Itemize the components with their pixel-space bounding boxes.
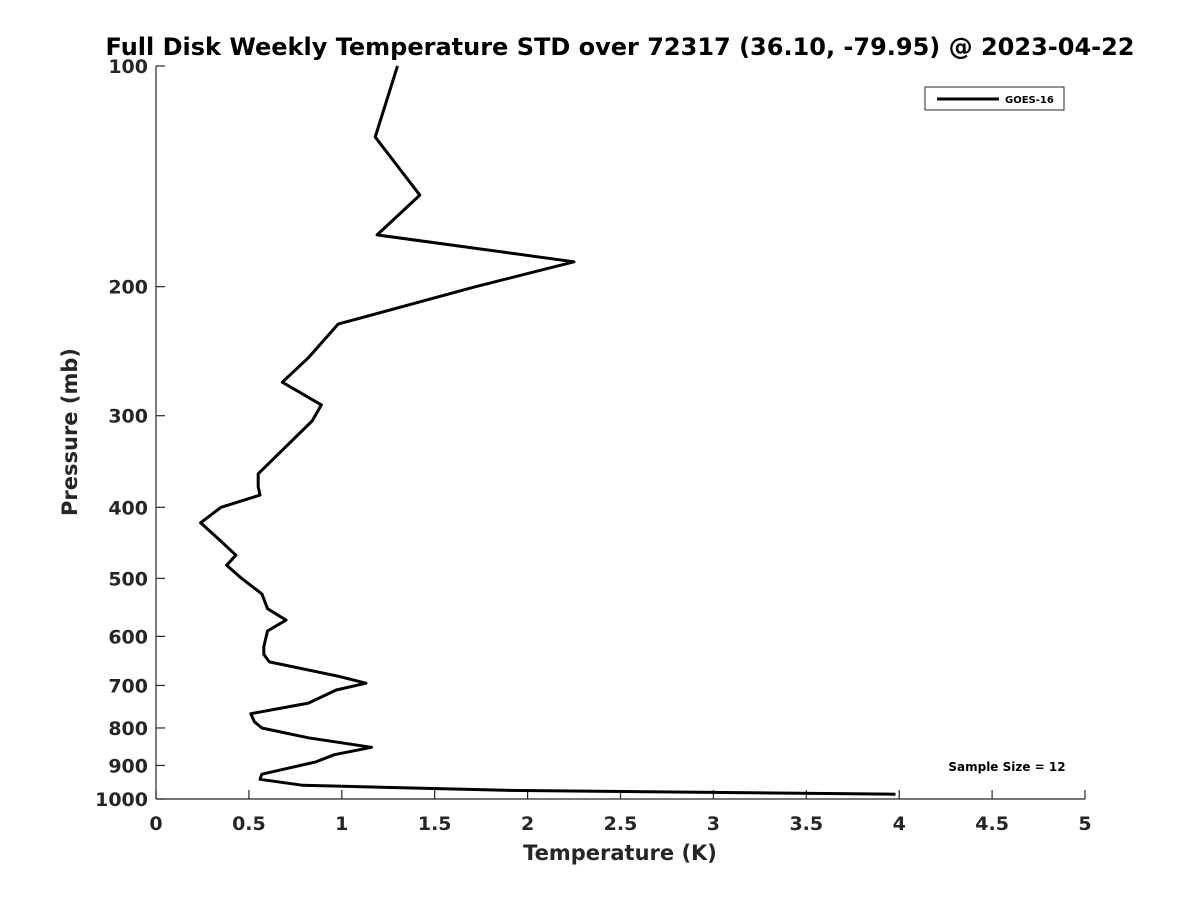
sample-size-annotation: Sample Size = 12 <box>948 760 1065 774</box>
plot-axes <box>155 66 1085 800</box>
x-tick-label: 1 <box>335 813 348 835</box>
y-tick-label: 800 <box>108 718 148 740</box>
y-tick-label: 100 <box>108 56 148 78</box>
x-tick-label: 5 <box>1078 813 1091 835</box>
legend: GOES-16 <box>924 86 1065 111</box>
y-tick-label: 600 <box>108 626 148 648</box>
series-layer <box>199 65 896 796</box>
x-tick-label: 4.5 <box>975 813 1009 835</box>
series-line-goes-16 <box>199 65 896 796</box>
y-tick-label: 400 <box>108 497 148 519</box>
y-axis-label: Pressure (mb) <box>58 348 82 516</box>
x-tick-label: 0 <box>149 813 162 835</box>
x-tick-label: 1.5 <box>418 813 452 835</box>
chart-title: Full Disk Weekly Temperature STD over 72… <box>106 33 1135 61</box>
x-tick-label: 2.5 <box>604 813 638 835</box>
x-tick-label: 0.5 <box>232 813 266 835</box>
y-axis-ticks: 100 200 300 400 500 600 700 800 900 1000 <box>95 56 165 811</box>
y-tick-label: 900 <box>108 755 148 777</box>
x-axis-label: Temperature (K) <box>523 841 717 865</box>
x-axis-ticks: 0 0.5 1 1.5 2 2.5 3 3.5 4 4.5 5 <box>149 790 1092 835</box>
x-tick-label: 3 <box>707 813 720 835</box>
y-tick-label: 1000 <box>95 789 148 811</box>
x-tick-label: 3.5 <box>789 813 823 835</box>
legend-label-goes-16: GOES-16 <box>1005 95 1054 106</box>
y-tick-label: 300 <box>108 406 148 428</box>
x-tick-label: 2 <box>521 813 534 835</box>
y-tick-label: 700 <box>108 675 148 697</box>
y-tick-label: 200 <box>108 277 148 299</box>
x-tick-label: 4 <box>893 813 906 835</box>
y-tick-label: 500 <box>108 568 148 590</box>
